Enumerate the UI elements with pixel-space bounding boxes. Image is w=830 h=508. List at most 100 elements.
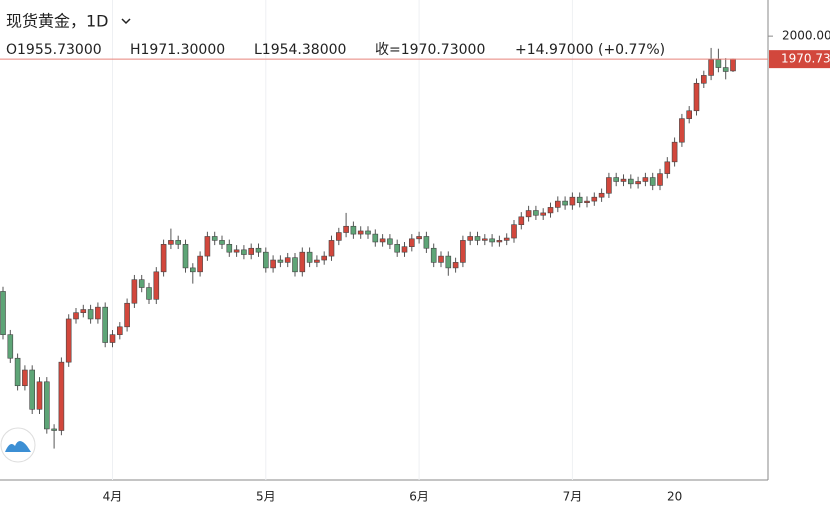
candle-body: [576, 196, 583, 203]
candle-body: [241, 249, 247, 255]
candle-body: [321, 255, 328, 261]
candle-body: [146, 287, 152, 300]
candle-body: [481, 238, 488, 241]
last-price-label: 1970.730: [781, 52, 830, 66]
candle-body: [467, 236, 474, 241]
candle-body: [284, 257, 291, 263]
candle-body: [657, 173, 663, 186]
candle-body: [314, 259, 320, 263]
candle-body: [693, 82, 700, 112]
candle-body: [343, 225, 349, 233]
candle-body: [408, 238, 415, 247]
candle-body: [496, 240, 503, 243]
ohlc-label: +14.97000 (+0.77%): [515, 42, 665, 58]
candle-body: [270, 259, 276, 269]
candle-body: [138, 279, 145, 288]
candle-body: [51, 428, 57, 431]
candle-body: [306, 251, 313, 263]
candle-body: [584, 200, 590, 203]
candle-body: [606, 177, 612, 194]
x-tick-label: 4月: [103, 490, 123, 504]
candle-body: [620, 178, 627, 182]
candle-body: [664, 161, 671, 174]
candle-body: [7, 334, 14, 359]
candle-body: [627, 178, 634, 185]
candle-body: [365, 230, 371, 235]
candle-body: [700, 75, 707, 84]
candle-body: [299, 251, 306, 273]
candle-body: [226, 244, 233, 253]
candle-body: [649, 177, 656, 186]
logo: [0, 427, 36, 463]
candle-body: [219, 240, 225, 245]
candle-body: [489, 238, 495, 243]
candle-body: [233, 249, 240, 253]
candle-body: [22, 369, 28, 387]
ohlc-label: L1954.38000: [254, 42, 346, 58]
candle-body: [372, 233, 379, 243]
candle-body: [591, 196, 598, 202]
x-tick-label: 5月: [256, 490, 276, 504]
candle-body: [204, 236, 211, 257]
ohlc-label: 收=1970.73000: [375, 42, 485, 58]
candle-body: [248, 247, 254, 255]
candle-body: [503, 237, 510, 241]
candle-body: [153, 271, 160, 300]
candle-body: [642, 177, 649, 182]
candle-body: [255, 247, 262, 253]
x-tick-label: 7月: [563, 490, 583, 504]
candle-body: [160, 244, 167, 273]
ohlc-label: O1955.73000: [6, 42, 102, 58]
candle-body: [460, 240, 466, 263]
candle-body: [445, 255, 452, 269]
candle-body: [525, 210, 532, 218]
candle-body: [109, 334, 116, 343]
candle-body: [518, 216, 525, 225]
candle-body: [547, 207, 554, 214]
candle-body: [554, 200, 561, 208]
candle-body: [416, 236, 422, 240]
candle-body: [0, 291, 6, 335]
chart-title: 现货黄金，1D: [6, 12, 109, 31]
candle-body: [613, 177, 620, 182]
candle-body: [474, 236, 481, 241]
candle-body: [328, 240, 335, 257]
candle-body: [277, 259, 284, 263]
candle-body: [197, 255, 203, 273]
candle-body: [511, 224, 517, 239]
candle-body: [387, 238, 393, 245]
candle-body: [671, 141, 678, 163]
candle-body: [36, 381, 43, 410]
y-tick-label: 2000.00: [782, 29, 830, 43]
candle-body: [292, 257, 298, 273]
candle-body: [87, 309, 94, 320]
candle-body: [335, 232, 342, 241]
candle-body: [168, 240, 174, 245]
ohlc-label: H1971.30000: [130, 42, 225, 58]
candle-body: [569, 196, 576, 206]
candle-body: [73, 312, 79, 320]
candle-body: [430, 247, 437, 263]
candle-body: [540, 212, 547, 216]
candle-body: [124, 302, 130, 328]
dropdown-chevron[interactable]: [121, 18, 131, 25]
x-tick-label: 6月: [409, 490, 429, 504]
candle-body: [394, 244, 401, 253]
candle-body: [65, 318, 72, 363]
candle-body: [423, 236, 430, 249]
candle-body: [14, 357, 21, 387]
candle-body: [131, 279, 138, 304]
candle-body: [29, 369, 36, 410]
last-price-tag: [769, 50, 830, 69]
candle-body: [95, 306, 101, 320]
candle-body: [211, 236, 218, 241]
candle-body: [730, 58, 736, 72]
candle-body: [190, 267, 196, 273]
x-tick-label: 20: [667, 490, 682, 504]
candle-body: [401, 246, 408, 253]
candle-body: [562, 200, 568, 206]
candle-body: [262, 251, 269, 269]
candle-body: [117, 326, 123, 335]
